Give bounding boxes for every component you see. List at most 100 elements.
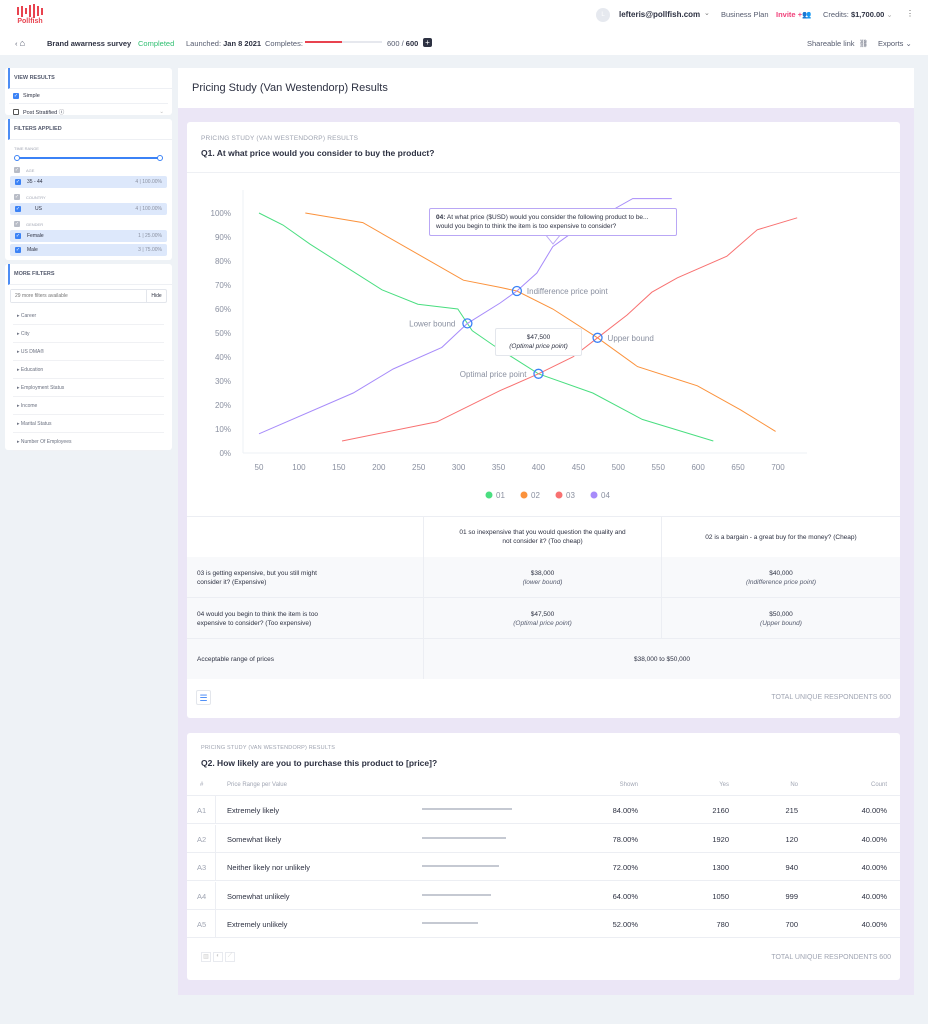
more-filters-search: Hide <box>10 289 167 303</box>
header-shown: Shown <box>619 782 638 788</box>
q2-card <box>187 733 900 980</box>
more-menu-icon[interactable]: ⋮ <box>906 9 914 18</box>
more-filter-item[interactable]: ▸ US DMA® <box>13 343 164 361</box>
row-shown: 52.00% <box>612 920 638 929</box>
filter-item[interactable]: ✓ Female 1 | 25.00% <box>10 230 167 242</box>
add-users-icon: +👥 <box>797 10 812 19</box>
post-stratified-option[interactable]: Post Stratified ⓘ ⌄ <box>9 104 168 120</box>
more-filter-item[interactable]: ▸ Education <box>13 361 164 379</box>
more-filter-item[interactable]: ▸ City <box>13 325 164 343</box>
simple-option[interactable]: ✓ Simple <box>9 89 168 104</box>
intersection-marker[interactable] <box>533 368 544 379</box>
legend-label[interactable]: 01 <box>496 491 505 500</box>
q1-section-label: PRICING STUDY (VAN WESTENDORP) RESULTS <box>201 135 359 142</box>
row-label: Neither likely nor unlikely <box>227 863 310 872</box>
checkbox-checked-icon[interactable]: ✓ <box>15 233 21 239</box>
filter-item[interactable]: ✓ Male 3 | 75.00% <box>10 244 167 256</box>
legend-marker-02[interactable] <box>520 491 528 499</box>
invite-button[interactable]: Invite +👥 <box>776 10 811 19</box>
acceptable-range-row: Acceptable range of prices $38,000 to $5… <box>187 639 900 679</box>
x-tick-label: 500 <box>612 463 626 472</box>
cell-note: (Indifference price point) <box>745 578 817 586</box>
pie-chart-icon[interactable]: ◐ <box>213 952 223 962</box>
filter-item-label: Female <box>27 233 44 239</box>
checkbox-unchecked-icon[interactable] <box>13 109 19 115</box>
shown-bar <box>422 893 491 896</box>
cell-value: $50,000 <box>769 610 793 618</box>
hide-button[interactable]: Hide <box>146 290 166 302</box>
table-row: A3 Neither likely nor unlikely 72.00% 13… <box>187 853 900 881</box>
intersection-marker[interactable] <box>511 285 523 297</box>
shareable-link-button[interactable]: Shareable link ⛓ <box>807 36 868 50</box>
slider-handle-end[interactable] <box>157 155 163 161</box>
checkbox-checked-icon[interactable]: ✓ <box>14 167 20 173</box>
filters-applied-panel: FILTERS APPLIED TIME RANGE ✓ AGE ✓ 35 - 44 4… <box>5 119 172 260</box>
more-filter-item[interactable]: ▸ Employment Status <box>13 379 164 397</box>
page-title: Pricing Study (Van Westendorp) Results <box>178 68 914 108</box>
filter-item-label: US <box>35 206 42 212</box>
row-yes: 2160 <box>712 806 729 815</box>
q1-title: Q1. At what price would you consider to … <box>201 148 435 158</box>
checkbox-checked-icon[interactable]: ✓ <box>14 194 20 200</box>
add-completes-button[interactable]: + <box>423 38 432 47</box>
filter-item-value: 3 | 75.00% <box>138 247 162 253</box>
header-num: # <box>200 782 204 788</box>
survey-name[interactable]: Brand awarness survey <box>47 38 132 48</box>
slider-handle-start[interactable] <box>14 155 20 161</box>
credits[interactable]: Credits: $1,700.00 ⌄ <box>823 10 893 19</box>
time-range-slider[interactable] <box>14 155 163 161</box>
filter-item[interactable]: ✓ US 4 | 100.00% <box>10 203 167 215</box>
intersection-marker[interactable] <box>462 318 473 329</box>
status-badge: Completed <box>138 38 175 48</box>
completes-total: 600 <box>405 38 419 48</box>
exports-label: Exports <box>878 38 904 48</box>
tooltip-line1: At what price ($USD) would you consider … <box>446 214 649 221</box>
more-filter-item[interactable]: ▸ Career <box>13 307 164 325</box>
more-filters-input[interactable] <box>11 290 146 302</box>
chart-type-switcher: ▥ ◐ ⟋ <box>201 952 235 962</box>
annotation-label: Optimal price point <box>460 370 527 379</box>
x-tick-label: 50 <box>255 463 264 472</box>
line-chart-icon[interactable]: ⟋ <box>225 952 235 962</box>
more-filter-label: City <box>20 330 30 337</box>
more-filter-item[interactable]: ▸ Marital Status <box>13 415 164 433</box>
completes-progress-fill <box>305 41 342 43</box>
legend-label[interactable]: 02 <box>531 491 540 500</box>
more-filter-item[interactable]: ▸ Income <box>13 397 164 415</box>
list-view-icon[interactable]: ☰ <box>196 690 211 705</box>
row-yes: 1300 <box>712 863 729 872</box>
bar-chart-icon[interactable]: ▥ <box>201 952 211 962</box>
link-icon: ⛓ <box>858 38 869 48</box>
y-tick-label: 10% <box>215 425 231 434</box>
exports-button[interactable]: Exports ⌄ <box>878 38 912 48</box>
intersection-marker[interactable] <box>592 332 603 343</box>
legend-marker-03[interactable] <box>555 491 563 499</box>
chevron-down-icon[interactable]: ⌄ <box>704 10 710 17</box>
back-home-button[interactable]: ‹ ⌂ <box>15 36 25 50</box>
legend-label[interactable]: 04 <box>601 491 610 500</box>
legend-label[interactable]: 03 <box>566 491 575 500</box>
filters-applied-title: FILTERS APPLIED <box>8 119 172 140</box>
row-id: A3 <box>197 863 207 872</box>
x-tick-label: 550 <box>652 463 666 472</box>
time-range-label: TIME RANGE <box>14 146 39 151</box>
legend-marker-04[interactable] <box>590 491 598 499</box>
checkbox-checked-icon[interactable]: ✓ <box>15 179 21 185</box>
table-row: A2 Somewhat likely 78.00% 1920 120 40.00… <box>187 824 900 853</box>
filter-item[interactable]: ✓ 35 - 44 4 | 100.00% <box>10 176 167 188</box>
filter-group-name: AGE <box>26 167 35 173</box>
more-filter-label: Income <box>20 402 38 409</box>
checkbox-checked-icon[interactable]: ✓ <box>15 206 21 212</box>
checkbox-checked-icon[interactable]: ✓ <box>14 221 20 227</box>
completes-progress <box>305 41 382 43</box>
more-filter-item[interactable]: ▸ Number Of Employees <box>13 433 164 451</box>
filter-item-label: Male <box>27 247 38 253</box>
q4-tooltip: 04: At what price ($USD) would you consi… <box>429 208 677 236</box>
avatar[interactable]: L <box>596 8 610 22</box>
checkbox-checked-icon[interactable]: ✓ <box>15 247 21 253</box>
optimal-tooltip: $47,500 (Optimal price point) <box>495 328 582 356</box>
user-email[interactable]: lefteris@pollfish.com <box>619 10 701 19</box>
pollfish-logo[interactable]: Pollfish <box>14 4 46 25</box>
legend-marker-01[interactable] <box>485 491 493 499</box>
checkbox-checked-icon[interactable]: ✓ <box>13 93 19 99</box>
